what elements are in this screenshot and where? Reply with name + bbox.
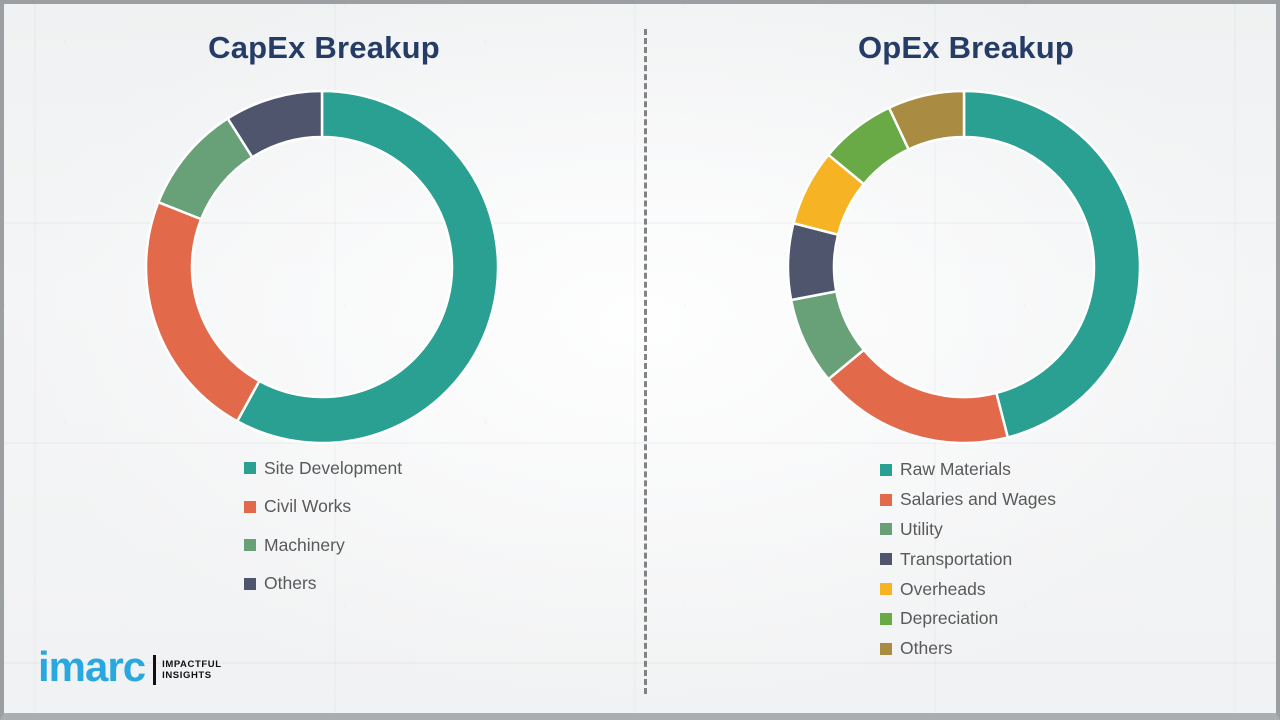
- capex-donut-chart: [144, 89, 500, 445]
- legend-item: Others: [880, 634, 1056, 664]
- legend-marker-icon: [880, 493, 892, 506]
- legend-marker-icon: [880, 612, 892, 625]
- legend-item: Salaries and Wages: [880, 485, 1056, 515]
- legend-marker-icon: [244, 500, 256, 513]
- legend-item: Others: [244, 565, 402, 604]
- legend-label: Salaries and Wages: [900, 489, 1056, 510]
- legend-marker-icon: [880, 463, 892, 476]
- legend-marker-icon: [880, 642, 892, 655]
- legend-item: Machinery: [244, 526, 402, 565]
- donut-slice-others: [887, 89, 966, 152]
- legend-item: Depreciation: [880, 604, 1056, 634]
- legend-label: Site Development: [264, 457, 403, 478]
- opex-title: OpEx Breakup: [857, 30, 1075, 65]
- legend-label: Raw Materials: [900, 459, 1011, 480]
- legend-item: Utility: [880, 515, 1056, 545]
- legend-marker-icon: [244, 577, 256, 590]
- legend-marker-icon: [244, 539, 256, 552]
- legend-label: Overheads: [900, 578, 986, 599]
- tagline-line-2: INSIGHTS: [162, 670, 212, 681]
- legend-item: Raw Materials: [880, 455, 1056, 485]
- donut-slice-raw-materials: [962, 89, 1142, 439]
- donut-slice-civil-works: [144, 200, 262, 423]
- legend-label: Machinery: [264, 534, 345, 555]
- imarc-logo-wordmark: imarc: [38, 643, 146, 690]
- opex-donut-chart: [786, 89, 1142, 445]
- legend-marker-icon: [880, 553, 892, 566]
- legend-label: Others: [264, 573, 317, 594]
- legend-marker-icon: [244, 462, 256, 475]
- legend-label: Others: [900, 638, 953, 659]
- legend-marker-icon: [880, 583, 892, 596]
- legend-item: Transportation: [880, 544, 1056, 574]
- tagline-line-1: IMPACTFUL: [162, 659, 222, 670]
- legend-item: Site Development: [244, 449, 402, 488]
- legend-label: Depreciation: [900, 608, 999, 629]
- donut-slice-others: [225, 89, 324, 159]
- capex-legend: Site Development Civil Works Machinery Othe…: [244, 449, 402, 603]
- divider-dashed-line: [644, 29, 647, 694]
- donut-slice-transportation: [786, 221, 840, 302]
- opex-legend: Raw Materials Salaries and Wages Utility Tr…: [880, 455, 1056, 664]
- legend-label: Transportation: [900, 548, 1013, 569]
- legend-label: Utility: [900, 518, 943, 539]
- legend-item: Overheads: [880, 574, 1056, 604]
- donut-slice-salaries-and-wages: [826, 348, 1010, 445]
- imarc-logo: imarc IMPACTFUL INSIGHTS: [38, 646, 222, 688]
- imarc-logo-tagline: IMPACTFUL INSIGHTS: [162, 659, 222, 681]
- legend-marker-icon: [880, 523, 892, 536]
- legend-label: Civil Works: [264, 496, 352, 517]
- capex-title: CapEx Breakup: [208, 30, 440, 65]
- legend-item: Civil Works: [244, 488, 402, 527]
- logo-divider-bar: [153, 655, 157, 685]
- donut-slice-site-development: [235, 89, 500, 445]
